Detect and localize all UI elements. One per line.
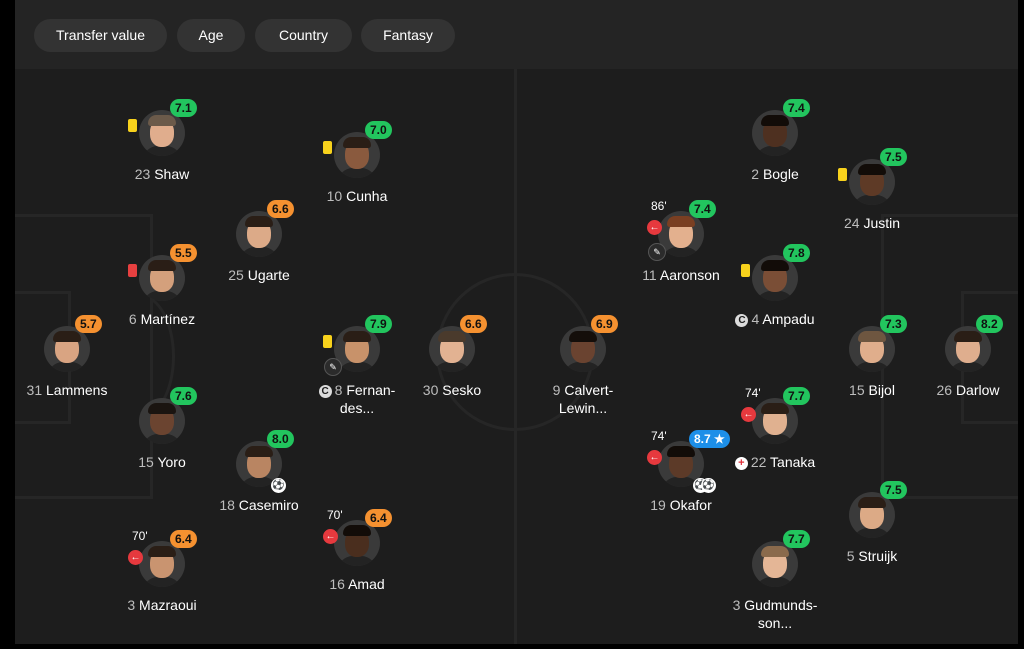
- rating-badge: 7.7: [783, 530, 810, 548]
- rating-badge: 6.6: [460, 315, 487, 333]
- rating-badge: 7.8: [783, 244, 810, 262]
- player-name-label: 18 Casemiro: [219, 497, 299, 513]
- player-photo: [752, 398, 798, 444]
- player-name-label: 19 Okafor: [650, 497, 712, 513]
- goal-ball-icon-2: ⚽: [701, 478, 716, 493]
- red-card-icon: [128, 264, 137, 277]
- assist-boot-icon: ✎: [648, 243, 666, 261]
- captain-icon: C: [318, 385, 332, 398]
- player-name-label: 23 Shaw: [134, 166, 190, 182]
- substitution-minute: 86': [651, 199, 667, 213]
- player-photo: [334, 132, 380, 178]
- player-photo: [849, 159, 895, 205]
- injury-icon: +: [734, 457, 748, 470]
- rating-badge: 7.0: [365, 121, 392, 139]
- filter-fantasy-button[interactable]: Fantasy: [361, 19, 455, 52]
- player-name-label: 10 Cunha: [326, 188, 388, 204]
- player-name-label: 11 Aaronson: [642, 267, 720, 283]
- player-name-label: 16 Amad: [329, 576, 385, 592]
- rating-badge: 7.4: [783, 99, 810, 117]
- sub-out-icon: ←: [323, 529, 338, 544]
- substitution-minute: 74': [651, 429, 667, 443]
- filter-transfer-value-button[interactable]: Transfer value: [34, 19, 167, 52]
- player-name-label: 5 Struijk: [846, 548, 898, 564]
- player-photo: [752, 110, 798, 156]
- player-photo: [236, 211, 282, 257]
- goal-ball-icon: ⚽: [271, 478, 286, 493]
- player-photo: [849, 492, 895, 538]
- yellow-card-icon: [323, 141, 332, 154]
- rating-badge: 7.5: [880, 148, 907, 166]
- player-name-label: 31 Lammens: [26, 382, 108, 398]
- substitution-minute: 70': [327, 508, 343, 522]
- player-name-label: +22 Tanaka: [700, 453, 850, 471]
- player-photo: [139, 255, 185, 301]
- rating-badge: 6.4: [365, 509, 392, 527]
- player-name-label: 15 Yoro: [138, 454, 186, 470]
- assist-boot-icon: ✎: [324, 358, 342, 376]
- yellow-card-icon: [128, 119, 137, 132]
- yellow-card-icon: [741, 264, 750, 277]
- player-photo: [429, 326, 475, 372]
- captain-icon: C: [735, 314, 749, 327]
- rating-badge: 8.7 ★: [689, 430, 730, 448]
- rating-badge: 6.4: [170, 530, 197, 548]
- star-icon: ★: [714, 432, 725, 446]
- player-photo: [334, 520, 380, 566]
- player-photo: [44, 326, 90, 372]
- player-photo: [945, 326, 991, 372]
- rating-badge: 7.1: [170, 99, 197, 117]
- rating-badge: 7.3: [880, 315, 907, 333]
- substitution-minute: 70': [132, 529, 148, 543]
- player-name-label: 15 Bijol: [849, 382, 895, 398]
- yellow-card-icon: [323, 335, 332, 348]
- player-name-label: 6 Martínez: [128, 311, 196, 327]
- rating-badge: 8.2: [976, 315, 1003, 333]
- rating-badge: 7.9: [365, 315, 392, 333]
- player-photo: [752, 541, 798, 587]
- yellow-card-icon: [838, 168, 847, 181]
- player-name-label: 26 Darlow: [936, 382, 1000, 398]
- player-photo: [849, 326, 895, 372]
- filter-country-button[interactable]: Country: [255, 19, 352, 52]
- player-name-label: 9 Calvert- Lewin...: [552, 382, 614, 416]
- filter-age-button[interactable]: Age: [177, 19, 245, 52]
- player-photo: [139, 398, 185, 444]
- player-name-label: 30 Sesko: [422, 382, 482, 398]
- substitution-minute: 74': [745, 386, 761, 400]
- sub-out-icon: ←: [647, 220, 662, 235]
- sub-out-icon: ←: [128, 550, 143, 565]
- home-penalty-box: [15, 214, 153, 499]
- filter-bar: Transfer value Age Country Fantasy: [15, 0, 1018, 69]
- rating-badge: 7.4: [689, 200, 716, 218]
- rating-badge: 7.7: [783, 387, 810, 405]
- rating-badge: 5.7: [75, 315, 102, 333]
- rating-badge: 7.6: [170, 387, 197, 405]
- player-photo: [560, 326, 606, 372]
- player-name-label: 24 Justin: [843, 215, 901, 231]
- player-photo: [752, 255, 798, 301]
- player-name-label: 25 Ugarte: [228, 267, 290, 283]
- player-photo: [139, 110, 185, 156]
- rating-badge: 6.9: [591, 315, 618, 333]
- player-photo: [139, 541, 185, 587]
- player-name-label: 3 Gudmunds-son...: [732, 597, 818, 631]
- sub-out-icon: ←: [741, 407, 756, 422]
- rating-badge: 8.0: [267, 430, 294, 448]
- sub-out-icon: ←: [647, 450, 662, 465]
- player-name-label: 2 Bogle: [751, 166, 799, 182]
- player-photo: [334, 326, 380, 372]
- rating-badge: 7.5: [880, 481, 907, 499]
- rating-badge: 5.5: [170, 244, 197, 262]
- player-name-label: 3 Mazraoui: [127, 597, 197, 613]
- rating-badge: 6.6: [267, 200, 294, 218]
